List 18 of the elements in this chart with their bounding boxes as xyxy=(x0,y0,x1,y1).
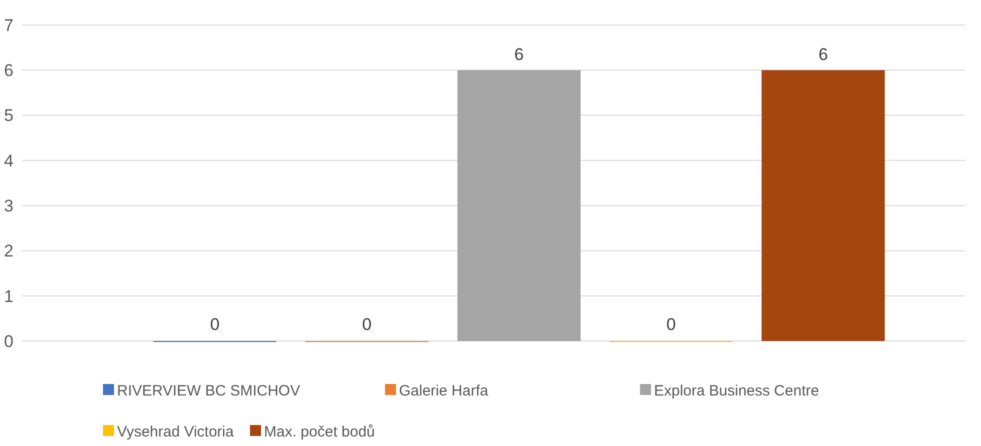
y-tick-label: 0 xyxy=(4,332,14,351)
legend-label: RIVERVIEW BC SMICHOV xyxy=(117,382,300,400)
y-tick-label: 5 xyxy=(4,106,14,126)
y-tick-label: 6 xyxy=(4,61,14,80)
legend-label: Max. počet bodů xyxy=(264,423,375,440)
y-tick-label: 3 xyxy=(4,196,14,216)
y-tick-label: 2 xyxy=(4,242,14,261)
legend-label: Explora Business Centre xyxy=(654,382,820,400)
data-label: 6 xyxy=(818,45,828,64)
y-tick-label: 4 xyxy=(4,151,14,170)
data-label: 6 xyxy=(514,45,524,64)
data-label: 0 xyxy=(210,315,220,334)
data-label: 0 xyxy=(362,315,372,334)
legend-label: Vysehrad Victoria xyxy=(117,423,234,440)
data-label: 0 xyxy=(666,315,676,334)
y-tick-label: 7 xyxy=(4,16,14,35)
y-tick-label: 1 xyxy=(4,286,14,306)
legend-label: Galerie Harfa xyxy=(399,382,489,400)
